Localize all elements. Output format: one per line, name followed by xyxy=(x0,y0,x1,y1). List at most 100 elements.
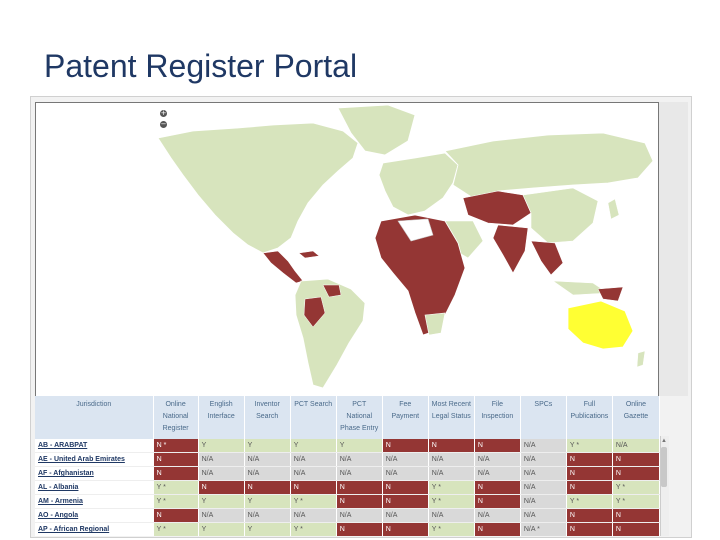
zoom-in-button[interactable]: + xyxy=(160,109,167,117)
column-header[interactable]: Inventor Search xyxy=(244,396,291,439)
zoom-out-button[interactable]: − xyxy=(160,120,167,128)
status-cell: N xyxy=(382,522,429,536)
status-cell: N/A xyxy=(290,452,337,467)
status-cell: N/A xyxy=(382,452,429,467)
status-cell: N/A xyxy=(612,439,660,453)
status-cell: Y * xyxy=(290,494,337,509)
southern-africa xyxy=(424,312,446,336)
south-america-red xyxy=(303,296,326,328)
status-cell: N/A * xyxy=(520,522,567,536)
column-header[interactable]: Full Publications xyxy=(566,396,613,439)
north-asia xyxy=(444,132,654,199)
table-row[interactable]: AE - United Arab Emirates N N/A N/A N/A N/A N/… xyxy=(35,452,660,467)
column-header[interactable]: Most Recent Legal Status xyxy=(428,396,475,439)
table-row[interactable]: AF - Afghanistan N N/A N/A N/A N/A N/A N/A N/A N/… xyxy=(35,466,660,481)
status-cell: N/A xyxy=(198,466,245,481)
status-cell: N/A xyxy=(336,452,383,467)
status-cell: N/A xyxy=(244,452,291,467)
status-cell: N/A xyxy=(382,508,429,523)
world-map[interactable] xyxy=(153,102,659,398)
scrollbar-thumb[interactable] xyxy=(661,447,667,487)
side-panel xyxy=(35,102,155,398)
column-header[interactable]: SPCs xyxy=(520,396,567,439)
status-cell: N/A xyxy=(382,466,429,481)
jurisdiction-link[interactable]: AP - African Regional xyxy=(35,522,154,536)
status-cell: Y * xyxy=(612,480,660,495)
status-cell: N xyxy=(244,480,291,495)
status-cell: Y xyxy=(290,439,337,453)
table-row[interactable]: AB - ARABPAT N * Y Y Y Y N N N N/A Y * N/A xyxy=(35,439,660,453)
status-cell: N xyxy=(612,466,660,481)
jurisdiction-table: Jurisdiction Online National Register En… xyxy=(35,396,660,536)
status-cell: N/A xyxy=(290,508,337,523)
table-row[interactable]: AO - Angola N N/A N/A N/A N/A N/A N/A N/A N/A N N xyxy=(35,508,660,523)
status-cell: N xyxy=(382,480,429,495)
status-cell: N/A xyxy=(474,508,521,523)
status-cell: N/A xyxy=(198,508,245,523)
jurisdiction-link[interactable]: AE - United Arab Emirates xyxy=(35,452,154,467)
status-cell: N xyxy=(428,439,475,453)
scroll-up-icon[interactable]: ▲ xyxy=(661,438,667,444)
column-header[interactable]: File Inspection xyxy=(474,396,521,439)
new-zealand xyxy=(636,350,646,368)
status-cell: Y * xyxy=(153,480,199,495)
status-cell: N xyxy=(474,494,521,509)
status-cell: N/A xyxy=(520,439,567,453)
caribbean xyxy=(298,250,320,259)
jurisdiction-link[interactable]: AB - ARABPAT xyxy=(35,439,154,453)
status-cell: N xyxy=(566,508,613,523)
status-cell: N/A xyxy=(428,466,475,481)
status-cell: N xyxy=(474,522,521,536)
status-cell: N/A xyxy=(520,480,567,495)
status-cell: N xyxy=(153,508,199,523)
jurisdiction-link[interactable]: AL - Albania xyxy=(35,480,154,495)
status-cell: N xyxy=(382,439,429,453)
table-row[interactable]: AM - Armenia Y * Y Y Y * N N Y * N N/A Y * Y * xyxy=(35,494,660,509)
status-cell: N/A xyxy=(244,508,291,523)
column-header[interactable]: Online National Register xyxy=(153,396,199,439)
jurisdiction-link[interactable]: AM - Armenia xyxy=(35,494,154,509)
status-cell: N xyxy=(474,480,521,495)
north-africa xyxy=(397,218,434,242)
status-cell: Y * xyxy=(566,494,613,509)
status-cell: N xyxy=(153,466,199,481)
status-cell: Y * xyxy=(290,522,337,536)
status-cell: N/A xyxy=(428,508,475,523)
status-cell: N/A xyxy=(520,494,567,509)
column-header[interactable]: Fee Payment xyxy=(382,396,429,439)
status-cell: N xyxy=(153,452,199,467)
southeast-asia xyxy=(530,240,564,276)
status-cell: Y * xyxy=(612,494,660,509)
jurisdiction-link[interactable]: AF - Afghanistan xyxy=(35,466,154,481)
status-cell: N/A xyxy=(244,466,291,481)
page-title: Patent Register Portal xyxy=(44,48,358,84)
north-america xyxy=(157,122,359,254)
column-header[interactable]: English Interface xyxy=(198,396,245,439)
status-cell: N xyxy=(566,480,613,495)
status-cell: Y * xyxy=(428,480,475,495)
status-cell: Y * xyxy=(566,439,613,453)
status-cell: Y xyxy=(244,439,291,453)
central-asia xyxy=(462,190,532,226)
status-cell: Y * xyxy=(153,494,199,509)
column-header[interactable]: Jurisdiction xyxy=(35,396,154,439)
status-cell: N/A xyxy=(290,466,337,481)
status-cell: Y * xyxy=(153,522,199,536)
status-cell: N xyxy=(336,494,383,509)
table-row[interactable]: AP - African Regional Y * Y Y Y * N N Y * N N/A *… xyxy=(35,522,660,536)
status-cell: N xyxy=(566,522,613,536)
right-margin xyxy=(658,102,688,396)
column-header[interactable]: Online Gazette xyxy=(612,396,660,439)
status-cell: N xyxy=(566,452,613,467)
table-header-row: Jurisdiction Online National Register En… xyxy=(35,396,660,439)
status-cell: N xyxy=(612,508,660,523)
column-header[interactable]: PCT National Phase Entry xyxy=(336,396,383,439)
status-cell: Y xyxy=(198,522,245,536)
jurisdiction-link[interactable]: AO - Angola xyxy=(35,508,154,523)
status-cell: Y xyxy=(244,522,291,536)
table-row[interactable]: AL - Albania Y * N N N N N Y * N N/A N Y * xyxy=(35,480,660,495)
status-cell: N/A xyxy=(520,508,567,523)
status-cell: Y xyxy=(198,494,245,509)
column-header[interactable]: PCT Search xyxy=(290,396,337,439)
status-cell: Y * xyxy=(428,494,475,509)
